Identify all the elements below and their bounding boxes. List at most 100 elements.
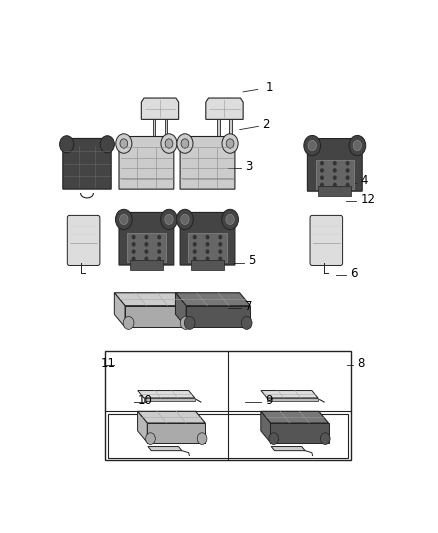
Circle shape <box>308 141 316 151</box>
Polygon shape <box>206 98 243 119</box>
Circle shape <box>222 209 238 230</box>
Circle shape <box>145 236 148 239</box>
Polygon shape <box>119 213 174 265</box>
FancyBboxPatch shape <box>215 150 221 164</box>
Polygon shape <box>271 447 305 451</box>
Polygon shape <box>180 213 235 265</box>
Text: 10: 10 <box>138 394 153 407</box>
Bar <box>217 119 219 144</box>
Circle shape <box>165 139 173 148</box>
Text: 12: 12 <box>360 193 375 206</box>
Text: 9: 9 <box>265 394 273 407</box>
Text: 11: 11 <box>101 357 116 370</box>
Polygon shape <box>114 293 125 327</box>
Circle shape <box>180 317 191 329</box>
Circle shape <box>100 136 114 153</box>
Text: 3: 3 <box>245 160 252 173</box>
Circle shape <box>222 134 238 154</box>
Bar <box>108 414 348 458</box>
Circle shape <box>197 433 207 445</box>
Bar <box>153 119 155 144</box>
Circle shape <box>146 433 155 445</box>
Text: 7: 7 <box>245 300 252 312</box>
Text: 2: 2 <box>262 118 269 131</box>
Circle shape <box>123 317 134 329</box>
Circle shape <box>194 243 196 246</box>
Circle shape <box>158 250 160 253</box>
Polygon shape <box>138 411 147 442</box>
Circle shape <box>194 236 196 239</box>
Circle shape <box>241 317 252 329</box>
Circle shape <box>346 176 349 179</box>
Circle shape <box>321 176 323 179</box>
Circle shape <box>177 209 193 230</box>
Circle shape <box>321 433 330 445</box>
Circle shape <box>333 176 336 179</box>
Circle shape <box>194 250 196 253</box>
Circle shape <box>145 250 148 253</box>
Circle shape <box>158 236 160 239</box>
Circle shape <box>219 236 222 239</box>
Polygon shape <box>186 306 250 327</box>
Circle shape <box>219 257 222 260</box>
Circle shape <box>132 257 135 260</box>
Polygon shape <box>271 423 328 442</box>
Bar <box>130 260 163 270</box>
Polygon shape <box>144 398 195 401</box>
Circle shape <box>161 209 177 230</box>
Circle shape <box>116 134 132 154</box>
Circle shape <box>346 169 349 172</box>
Polygon shape <box>141 98 179 119</box>
Circle shape <box>333 183 336 187</box>
Polygon shape <box>148 447 182 451</box>
Circle shape <box>158 257 160 260</box>
FancyBboxPatch shape <box>163 150 169 164</box>
Circle shape <box>353 141 361 151</box>
Polygon shape <box>180 136 235 189</box>
Circle shape <box>194 257 196 260</box>
Polygon shape <box>138 411 205 423</box>
Bar <box>165 119 167 144</box>
Circle shape <box>304 135 321 156</box>
Bar <box>191 260 224 270</box>
Circle shape <box>321 183 323 187</box>
Circle shape <box>120 214 128 224</box>
Polygon shape <box>119 136 174 189</box>
Circle shape <box>184 317 195 329</box>
Circle shape <box>161 134 177 154</box>
Polygon shape <box>147 423 205 442</box>
Circle shape <box>346 183 349 187</box>
Polygon shape <box>63 139 111 189</box>
Circle shape <box>165 214 173 224</box>
Bar <box>316 159 354 189</box>
FancyBboxPatch shape <box>151 150 156 164</box>
Circle shape <box>145 257 148 260</box>
Text: 1: 1 <box>265 81 273 94</box>
Circle shape <box>321 169 323 172</box>
Polygon shape <box>125 306 189 327</box>
Polygon shape <box>261 391 318 398</box>
Circle shape <box>333 169 336 172</box>
Text: 5: 5 <box>248 254 256 268</box>
Circle shape <box>219 243 222 246</box>
Circle shape <box>158 243 160 246</box>
Circle shape <box>60 136 74 153</box>
Polygon shape <box>114 293 189 306</box>
Bar <box>105 351 351 460</box>
Bar <box>230 119 232 144</box>
Circle shape <box>177 134 193 154</box>
Circle shape <box>181 139 189 148</box>
Circle shape <box>206 236 209 239</box>
Bar <box>318 186 351 196</box>
Circle shape <box>206 257 209 260</box>
Circle shape <box>346 161 349 165</box>
Circle shape <box>321 161 323 165</box>
Circle shape <box>132 243 135 246</box>
Circle shape <box>120 139 128 148</box>
Circle shape <box>219 250 222 253</box>
Circle shape <box>116 209 132 230</box>
Circle shape <box>226 214 234 224</box>
FancyBboxPatch shape <box>310 215 343 265</box>
Circle shape <box>181 214 189 224</box>
Circle shape <box>206 250 209 253</box>
